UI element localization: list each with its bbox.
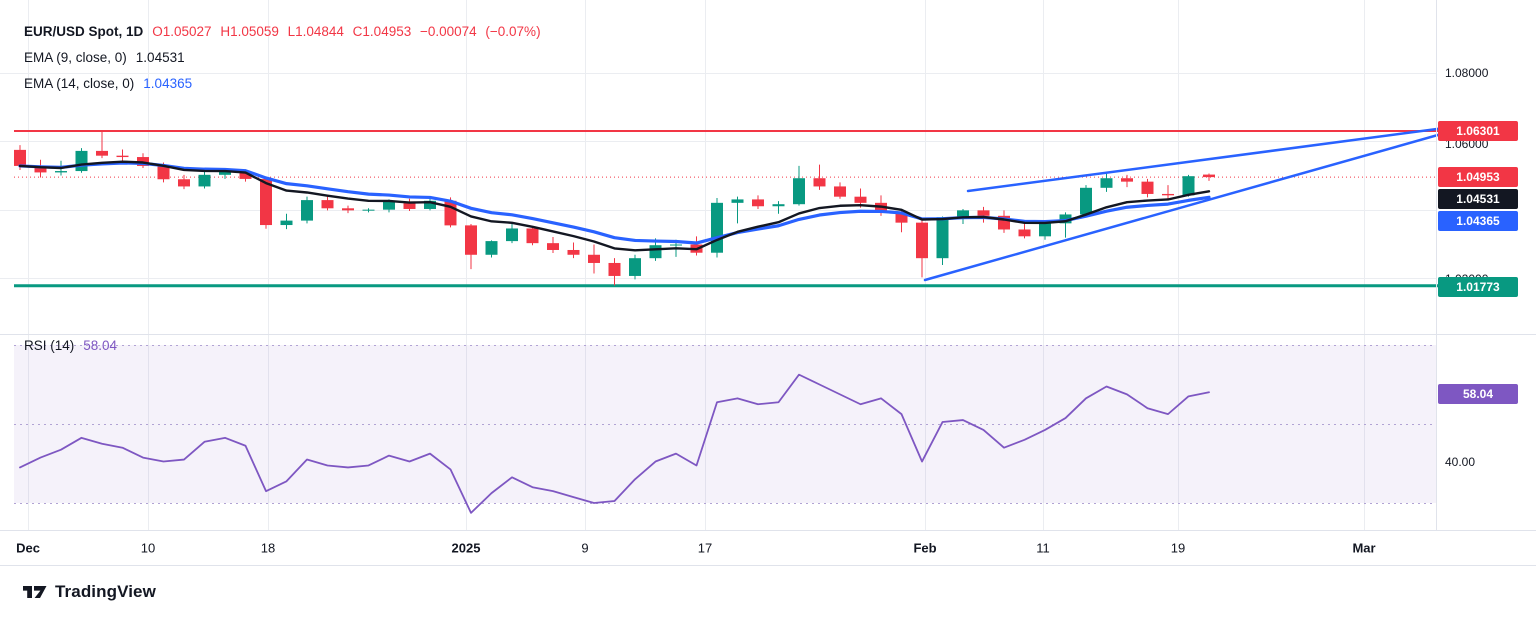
ema9-label: EMA (9, close, 0) xyxy=(24,50,127,65)
candle[interactable] xyxy=(1141,178,1154,198)
x-tick-label: 19 xyxy=(1170,540,1186,556)
candle[interactable] xyxy=(178,174,190,190)
candle[interactable] xyxy=(465,224,477,270)
price-badge: 1.04531 xyxy=(1438,189,1518,209)
x-tick-label: Dec xyxy=(16,540,40,556)
trendline[interactable] xyxy=(966,125,1454,193)
ema9-value: 1.04531 xyxy=(135,50,185,65)
rsi-band xyxy=(14,345,1436,503)
ema14-line[interactable] xyxy=(18,161,1211,245)
rsi-value: 58.04 xyxy=(83,338,118,353)
candle[interactable] xyxy=(506,224,518,244)
x-tick-label: Feb xyxy=(913,540,937,556)
candle[interactable] xyxy=(137,153,149,168)
candle[interactable] xyxy=(936,216,949,266)
price-badge: 1.01773 xyxy=(1438,277,1518,297)
candle[interactable] xyxy=(793,165,805,206)
price-badge: 1.04953 xyxy=(1438,167,1518,187)
candle[interactable] xyxy=(977,206,990,223)
rsi-legend[interactable]: RSI (14) 58.04 xyxy=(24,338,117,353)
candle[interactable] xyxy=(75,148,88,173)
time-axis[interactable]: Dec 10 18 2025 9 17 Feb 11 19 Mar xyxy=(0,530,1536,566)
price-badge: 1.06301 xyxy=(1438,121,1518,141)
symbol-title[interactable]: EUR/USD Spot, 1D xyxy=(24,24,144,39)
candle[interactable] xyxy=(998,210,1010,233)
candle[interactable] xyxy=(1100,173,1113,192)
rsi-line[interactable] xyxy=(19,373,1210,514)
candle[interactable] xyxy=(1203,173,1215,181)
candle[interactable] xyxy=(403,198,416,212)
price-badge: 1.04365 xyxy=(1438,211,1518,231)
ema9-line[interactable] xyxy=(18,160,1211,252)
brand-name: TradingView xyxy=(55,582,156,601)
candle[interactable] xyxy=(772,201,785,214)
candle[interactable] xyxy=(280,213,293,230)
candle[interactable] xyxy=(567,242,580,259)
candle[interactable] xyxy=(260,177,272,229)
axis-label: 1.08000 xyxy=(1445,66,1489,80)
x-tick-label: Mar xyxy=(1352,540,1376,556)
candle[interactable] xyxy=(834,182,846,199)
candle[interactable] xyxy=(1182,174,1195,197)
price-axis[interactable]: 1.080001.060001.0200040.001.063011.04953… xyxy=(1436,0,1536,566)
candle[interactable] xyxy=(485,240,498,258)
x-tick-label: 17 xyxy=(697,540,713,556)
candle[interactable] xyxy=(1059,212,1072,238)
candle[interactable] xyxy=(301,196,313,224)
candle[interactable] xyxy=(198,171,211,189)
candle[interactable] xyxy=(96,131,108,159)
ema14-label: EMA (14, close, 0) xyxy=(24,76,135,91)
rsi-label: RSI (14) xyxy=(24,338,75,353)
candle[interactable] xyxy=(916,220,928,278)
candle[interactable] xyxy=(731,196,744,224)
footer: TradingView xyxy=(0,566,1536,618)
candle[interactable] xyxy=(629,254,641,280)
candle[interactable] xyxy=(1121,174,1133,188)
candle[interactable] xyxy=(362,208,375,213)
candle[interactable] xyxy=(690,236,703,256)
x-tick-label: 9 xyxy=(581,540,589,556)
x-tick-label: 2025 xyxy=(451,540,481,556)
candle[interactable] xyxy=(547,237,559,254)
tradingview-link[interactable]: TradingView xyxy=(22,582,156,602)
candle[interactable] xyxy=(588,244,600,274)
pane-separators xyxy=(0,0,1536,566)
x-tick-label: 18 xyxy=(260,540,276,556)
candle[interactable] xyxy=(813,164,826,190)
x-tick-label: 11 xyxy=(1036,540,1050,556)
chart-canvas[interactable] xyxy=(0,0,1536,566)
axis-label: 40.00 xyxy=(1445,455,1476,469)
candle[interactable] xyxy=(342,205,354,214)
tradingview-logo-icon xyxy=(23,586,47,598)
trendline[interactable] xyxy=(923,129,1454,282)
candle[interactable] xyxy=(711,198,723,258)
candle[interactable] xyxy=(608,258,621,286)
symbol-legend[interactable]: EUR/USD Spot, 1D O1.05027 H1.05059 L1.04… xyxy=(24,24,541,39)
x-tick-label: 10 xyxy=(140,540,156,556)
candle[interactable] xyxy=(752,195,764,209)
ohlc-values: O1.05027 H1.05059 L1.04844 C1.04953 −0.0… xyxy=(152,24,541,39)
candle[interactable] xyxy=(1162,185,1174,201)
candle[interactable] xyxy=(526,226,539,246)
candles-layer[interactable] xyxy=(14,131,1215,286)
ema14-value: 1.04365 xyxy=(143,76,193,91)
candle[interactable] xyxy=(321,196,334,211)
price-badge: 58.04 xyxy=(1438,384,1518,404)
candle[interactable] xyxy=(34,159,47,178)
ema14-legend[interactable]: EMA (14, close, 0) 1.04365 xyxy=(24,76,192,91)
ema9-legend[interactable]: EMA (9, close, 0) 1.04531 xyxy=(24,50,185,65)
candle[interactable] xyxy=(1080,185,1092,217)
